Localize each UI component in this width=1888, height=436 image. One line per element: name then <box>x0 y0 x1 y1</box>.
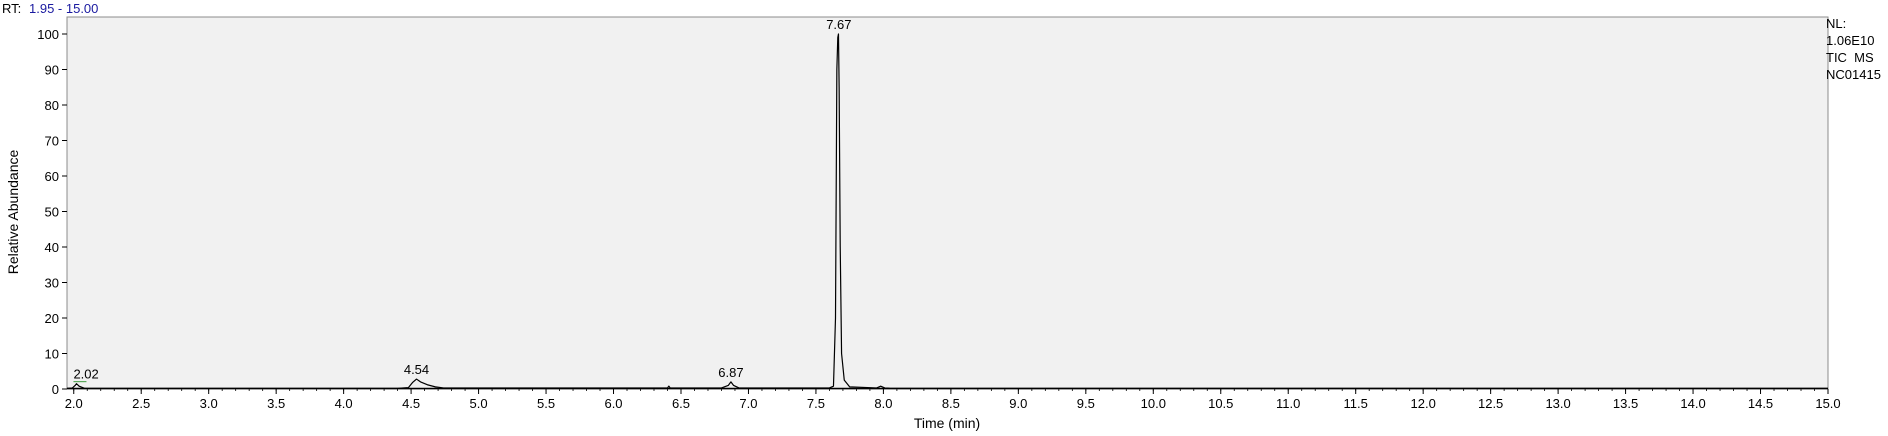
y-tick-label: 90 <box>45 63 59 78</box>
x-tick-label: 12.5 <box>1478 396 1503 411</box>
info-line: NC01415 <box>1826 67 1881 82</box>
y-tick-label: 80 <box>45 98 59 113</box>
y-tick-label: 10 <box>45 347 59 362</box>
chromatogram-trace <box>66 33 1828 389</box>
info-line: TIC MS <box>1826 50 1874 65</box>
info-line: 1.06E10 <box>1826 33 1874 48</box>
x-tick-label: 5.0 <box>470 396 488 411</box>
x-tick-label: 7.0 <box>739 396 757 411</box>
peak-labels: 2.02 4.54 6.87 7.67 <box>73 17 851 382</box>
x-tick-label: 2.0 <box>65 396 83 411</box>
x-axis: 2.0 2.5 3.0 3.5 4.0 4.5 5.0 5.5 6.0 6.5 7.0 7.5 8.0 8… <box>65 389 1841 411</box>
x-tick-label: 5.5 <box>537 396 555 411</box>
y-axis: 0 10 20 30 40 50 60 70 80 90 100 <box>37 27 67 397</box>
peak-label: 2.02 <box>73 367 98 382</box>
y-tick-label: 20 <box>45 311 59 326</box>
x-tick-label: 13.5 <box>1613 396 1638 411</box>
y-tick-label: 40 <box>45 240 59 255</box>
x-tick-label: 14.5 <box>1748 396 1773 411</box>
info-box: NL: 1.06E10 TIC MS NC01415 <box>1826 16 1881 82</box>
x-tick-label: 11.0 <box>1276 396 1300 411</box>
x-axis-title: Time (min) <box>914 415 980 431</box>
rt-label: RT: <box>2 1 21 16</box>
peak-label: 4.54 <box>404 362 429 377</box>
peak-label: 6.87 <box>718 365 743 380</box>
trace-group <box>66 33 1828 390</box>
x-tick-label: 4.5 <box>402 396 420 411</box>
plot-area <box>66 16 1829 390</box>
x-tick-label: 3.5 <box>267 396 285 411</box>
y-tick-label: 0 <box>52 382 59 397</box>
x-tick-label: 3.0 <box>200 396 218 411</box>
y-tick-label: 50 <box>45 205 59 220</box>
x-tick-label: 6.0 <box>604 396 622 411</box>
x-tick-label: 6.5 <box>672 396 690 411</box>
x-tick-label: 15.0 <box>1815 396 1840 411</box>
y-tick-label: 100 <box>37 27 59 42</box>
x-tick-label: 9.0 <box>1009 396 1027 411</box>
x-tick-label: 10.0 <box>1141 396 1166 411</box>
y-tick-label: 60 <box>45 169 59 184</box>
y-tick-label: 70 <box>45 134 59 149</box>
info-line: NL: <box>1826 16 1846 31</box>
x-tick-label: 8.0 <box>874 396 892 411</box>
x-tick-label: 2.5 <box>132 396 150 411</box>
peak-label: 7.67 <box>826 17 851 32</box>
rt-range-value: 1.95 - 15.00 <box>29 1 98 16</box>
y-axis-title: Relative Abundance <box>5 150 21 275</box>
x-tick-label: 7.5 <box>807 396 825 411</box>
y-tick-label: 30 <box>45 276 59 291</box>
x-tick-label: 11.5 <box>1344 396 1368 411</box>
x-tick-label: 10.5 <box>1208 396 1233 411</box>
x-tick-label: 12.0 <box>1411 396 1436 411</box>
x-tick-label: 4.0 <box>335 396 353 411</box>
x-tick-label: 9.5 <box>1077 396 1095 411</box>
x-tick-label: 13.0 <box>1545 396 1570 411</box>
x-tick-label: 8.5 <box>942 396 960 411</box>
x-tick-label: 14.0 <box>1680 396 1705 411</box>
